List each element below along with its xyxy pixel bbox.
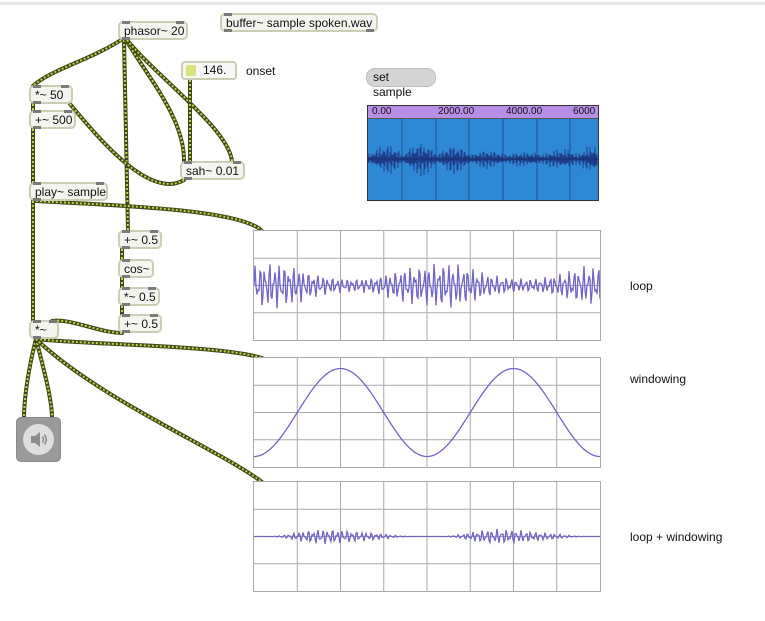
- patch-cord: [34, 337, 54, 420]
- patch-cord: [34, 337, 264, 360]
- number-box-triangle-icon: [186, 65, 196, 76]
- add05a-object[interactable]: +~ 0.5: [118, 230, 162, 249]
- windowing-scope-trace: [254, 358, 600, 467]
- sah-label: sah~ 0.01: [186, 164, 240, 178]
- patch-cord-highlight: [32, 39, 122, 87]
- loop-windowing-scope[interactable]: [253, 481, 601, 592]
- mul50-object[interactable]: *~ 50: [29, 85, 73, 104]
- patch-cord: [34, 337, 264, 484]
- add500-label: +~ 500: [35, 113, 73, 127]
- waveform-ruler: 0.00 2000.00 4000.00 6000: [368, 106, 598, 119]
- mul50-label: *~ 50: [35, 88, 64, 102]
- mul-object[interactable]: *~: [29, 320, 59, 339]
- loop-windowing-scope-trace: [254, 482, 600, 591]
- phasor-object[interactable]: phasor~ 20: [118, 21, 188, 40]
- windowing-comment: windowing: [630, 372, 687, 386]
- patch-cord: [31, 38, 123, 88]
- patch-cord-highlight: [35, 338, 53, 419]
- patch-cord-highlight: [35, 338, 263, 483]
- ruler-label: 0.00: [372, 106, 392, 117]
- add05b-object[interactable]: +~ 0.5: [118, 314, 162, 333]
- play-object[interactable]: play~ sample: [29, 182, 108, 201]
- number-box-value: 146.: [203, 63, 227, 77]
- patch-cord-highlight: [23, 338, 37, 419]
- onset-comment: onset: [246, 64, 276, 78]
- play-label: play~ sample: [35, 185, 107, 199]
- mul-label: *~: [35, 323, 47, 337]
- patch-cord: [50, 318, 124, 335]
- loop-scope[interactable]: [253, 230, 601, 341]
- add500-object[interactable]: +~ 500: [29, 110, 76, 129]
- buffer-label: buffer~ sample spoken.wav: [226, 16, 373, 30]
- windowing-signal-line: [254, 367, 600, 458]
- mul05-object[interactable]: *~ 0.5: [118, 287, 160, 306]
- patch-cord: [125, 38, 234, 164]
- ruler-label: 6000: [573, 106, 596, 117]
- ruler-label: 4000.00: [506, 106, 543, 117]
- phasor-label: phasor~ 20: [124, 24, 185, 38]
- buffer-waveform-display[interactable]: 0.00 2000.00 4000.00 6000: [367, 105, 599, 201]
- add05b-label: +~ 0.5: [124, 317, 159, 331]
- patch-cord: [68, 102, 186, 186]
- mul05-label: *~ 0.5: [124, 290, 156, 304]
- loop-windowing-signal-line: [254, 528, 600, 545]
- patch-cord: [22, 337, 38, 420]
- set-sample-message[interactable]: set sample: [366, 68, 436, 99]
- patch-cord-highlight: [35, 338, 263, 359]
- add05a-label: +~ 0.5: [124, 233, 159, 247]
- speaker-icon: [23, 424, 54, 455]
- patch-cord-highlight: [69, 103, 185, 185]
- set-sample-label: set sample: [373, 70, 412, 99]
- windowing-scope[interactable]: [253, 357, 601, 468]
- patch-cord: [122, 38, 130, 233]
- patch-cord-highlight: [35, 200, 263, 232]
- cos-label: cos~: [124, 262, 150, 276]
- patch-cord: [34, 199, 264, 233]
- loop-scope-trace: [253, 231, 601, 340]
- onset-number-box[interactable]: 146.: [181, 61, 237, 80]
- patch-cord: [124, 38, 187, 164]
- patch-cord-highlight: [51, 319, 123, 334]
- buffer-object[interactable]: buffer~ sample spoken.wav: [220, 13, 378, 32]
- patch-cord-highlight: [123, 39, 129, 232]
- loop-signal-line: [253, 263, 601, 309]
- ruler-label: 2000.00: [438, 106, 475, 117]
- cos-object[interactable]: cos~: [118, 259, 154, 278]
- loop-comment: loop: [630, 279, 653, 293]
- sah-object[interactable]: sah~ 0.01: [180, 161, 245, 180]
- top-divider: [0, 2, 765, 5]
- loop-windowing-comment: loop + windowing: [630, 530, 723, 544]
- ezdac-button[interactable]: [16, 417, 61, 462]
- patch-cord-highlight: [125, 39, 186, 163]
- waveform-trace: [368, 119, 598, 200]
- patch-cord-highlight: [126, 39, 233, 163]
